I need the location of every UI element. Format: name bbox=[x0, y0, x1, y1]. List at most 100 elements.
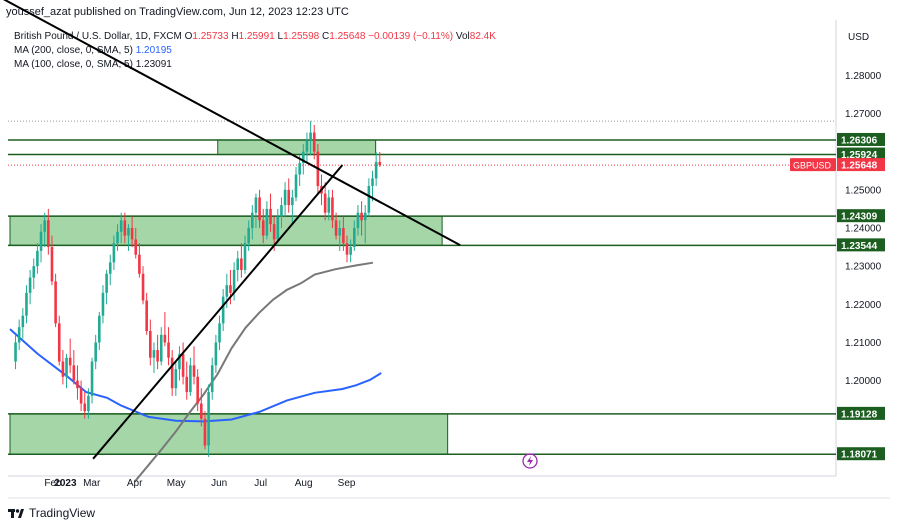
ma200-value: 1.20195 bbox=[135, 45, 172, 56]
candle-body bbox=[68, 357, 72, 366]
candle-body bbox=[240, 258, 243, 270]
close-value: 1.25648 bbox=[329, 31, 366, 42]
candle-body bbox=[291, 197, 294, 206]
candle-body bbox=[247, 227, 250, 244]
candle-body bbox=[130, 227, 134, 240]
volume-label: Vol bbox=[455, 31, 470, 42]
tradingview-logo-icon bbox=[8, 509, 24, 518]
low-label: L bbox=[277, 31, 284, 42]
open-value: 1.25733 bbox=[192, 31, 229, 42]
price-label-box-1 bbox=[837, 147, 885, 161]
candle-body bbox=[112, 243, 116, 263]
ma100-value: 1.23091 bbox=[135, 59, 172, 70]
high-label: H bbox=[231, 31, 239, 42]
trendline-1 bbox=[92, 164, 344, 460]
y-tick-label: 1.23000 bbox=[845, 262, 882, 273]
candle-body bbox=[72, 365, 76, 381]
ma100-label: MA (100, close, 0, SMA, 5) bbox=[14, 59, 133, 70]
last-price-box bbox=[837, 158, 885, 172]
candle-body bbox=[119, 220, 123, 232]
candle-body bbox=[163, 334, 167, 343]
candle-body bbox=[280, 205, 283, 217]
candle-body bbox=[378, 161, 382, 166]
candle-body bbox=[305, 140, 309, 152]
symbol-name: British Pound / U.S. Dollar, 1D, FXCM bbox=[14, 31, 182, 42]
change-value: −0.00139 (−0.11%) bbox=[368, 31, 454, 42]
candle-body bbox=[50, 247, 54, 282]
open-label: O bbox=[184, 31, 193, 42]
support-zone-1 bbox=[9, 215, 443, 246]
candle-body bbox=[181, 353, 185, 377]
candle-body bbox=[127, 227, 130, 236]
price-label-text: 1.19128 bbox=[841, 409, 878, 420]
candle-body bbox=[367, 185, 371, 213]
candle-body bbox=[200, 403, 203, 419]
candle-body bbox=[141, 273, 145, 301]
candle-body bbox=[57, 323, 61, 362]
ma200-label: MA (200, close, 0, SMA, 5) bbox=[14, 45, 133, 56]
candle-body bbox=[298, 163, 301, 175]
high-value: 1.25991 bbox=[238, 31, 275, 42]
x-tick-label: Sep bbox=[338, 478, 356, 489]
x-tick-label: Jul bbox=[254, 478, 267, 489]
candle-body bbox=[287, 189, 291, 206]
candle-body bbox=[90, 361, 94, 396]
candle-body bbox=[232, 269, 236, 293]
candle-body bbox=[294, 174, 298, 198]
y-tick-label: 1.28000 bbox=[845, 71, 882, 82]
candle-body bbox=[309, 132, 312, 141]
candle-body bbox=[374, 161, 378, 179]
candle-body bbox=[302, 151, 305, 164]
candle-body bbox=[342, 227, 345, 244]
candle-body bbox=[214, 342, 218, 366]
candle-body bbox=[21, 315, 25, 328]
candle-body bbox=[17, 327, 21, 343]
candle-body bbox=[134, 239, 138, 255]
candle-body bbox=[87, 395, 90, 412]
x-tick-label: May bbox=[167, 478, 186, 489]
candle-body bbox=[98, 315, 101, 343]
candle-body bbox=[167, 342, 170, 358]
y-tick-label: 1.22000 bbox=[845, 300, 882, 311]
candle-body bbox=[349, 247, 352, 255]
candle-body bbox=[196, 376, 199, 404]
footer-brand-text: TradingView bbox=[29, 506, 96, 520]
footer-brand[interactable]: TradingView bbox=[8, 506, 95, 520]
candle-body bbox=[283, 189, 287, 206]
event-lightning-icon bbox=[522, 453, 538, 469]
close-label: C bbox=[322, 31, 330, 42]
legend-ohlc-row[interactable]: British Pound / U.S. Dollar, 1D, FXCM O1… bbox=[14, 30, 496, 44]
candle-body bbox=[345, 243, 349, 255]
candle-body bbox=[116, 231, 119, 244]
low-value: 1.25598 bbox=[283, 31, 320, 42]
x-tick-label: 2023 bbox=[54, 478, 77, 489]
candle-body bbox=[79, 388, 83, 404]
candle-body bbox=[356, 212, 360, 228]
candle-body bbox=[61, 361, 65, 377]
candle-body bbox=[225, 285, 229, 297]
candle-body bbox=[338, 227, 342, 236]
legend-ma200-row[interactable]: MA (200, close, 0, SMA, 5) 1.20195 bbox=[14, 44, 496, 58]
price-label-text: 1.26306 bbox=[841, 135, 878, 146]
candle-body bbox=[105, 273, 108, 293]
candle-body bbox=[327, 197, 331, 213]
candle-body bbox=[203, 418, 207, 446]
y-tick-label: 1.21000 bbox=[845, 338, 882, 349]
candle-body bbox=[94, 342, 97, 362]
ma100-line bbox=[133, 261, 374, 483]
candle-body bbox=[265, 208, 269, 236]
candle-body bbox=[39, 231, 43, 251]
candle-body bbox=[101, 292, 105, 316]
price-label-text: 1.25924 bbox=[841, 150, 878, 161]
y-tick-label: 1.25000 bbox=[845, 185, 882, 196]
candle-body bbox=[65, 357, 68, 377]
symbol-tag bbox=[790, 158, 836, 172]
candle-body bbox=[272, 224, 276, 240]
chart-legend: British Pound / U.S. Dollar, 1D, FXCM O1… bbox=[14, 30, 496, 72]
candle-body bbox=[269, 208, 272, 225]
price-label-text: 1.18071 bbox=[841, 450, 878, 461]
volume-value: 82.4K bbox=[469, 31, 496, 42]
candle-body bbox=[323, 193, 327, 213]
legend-ma100-row[interactable]: MA (100, close, 0, SMA, 5) 1.23091 bbox=[14, 58, 496, 72]
